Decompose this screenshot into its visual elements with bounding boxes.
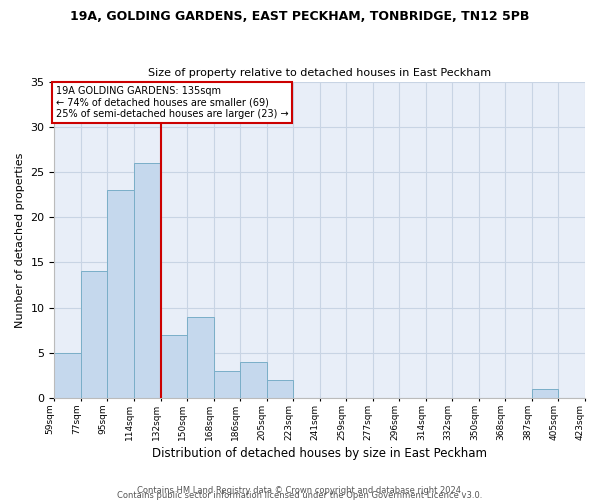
Bar <box>214 371 240 398</box>
Bar <box>134 163 161 398</box>
X-axis label: Distribution of detached houses by size in East Peckham: Distribution of detached houses by size … <box>152 447 487 460</box>
Bar <box>187 316 214 398</box>
Bar <box>532 389 559 398</box>
Bar <box>81 272 107 398</box>
Bar <box>161 335 187 398</box>
Bar <box>107 190 134 398</box>
Text: 19A GOLDING GARDENS: 135sqm
← 74% of detached houses are smaller (69)
25% of sem: 19A GOLDING GARDENS: 135sqm ← 74% of det… <box>56 86 289 120</box>
Text: Contains HM Land Registry data © Crown copyright and database right 2024.: Contains HM Land Registry data © Crown c… <box>137 486 463 495</box>
Bar <box>55 353 81 398</box>
Y-axis label: Number of detached properties: Number of detached properties <box>15 152 25 328</box>
Bar <box>266 380 293 398</box>
Text: Contains public sector information licensed under the Open Government Licence v3: Contains public sector information licen… <box>118 491 482 500</box>
Text: 19A, GOLDING GARDENS, EAST PECKHAM, TONBRIDGE, TN12 5PB: 19A, GOLDING GARDENS, EAST PECKHAM, TONB… <box>70 10 530 23</box>
Title: Size of property relative to detached houses in East Peckham: Size of property relative to detached ho… <box>148 68 491 78</box>
Bar <box>240 362 266 398</box>
